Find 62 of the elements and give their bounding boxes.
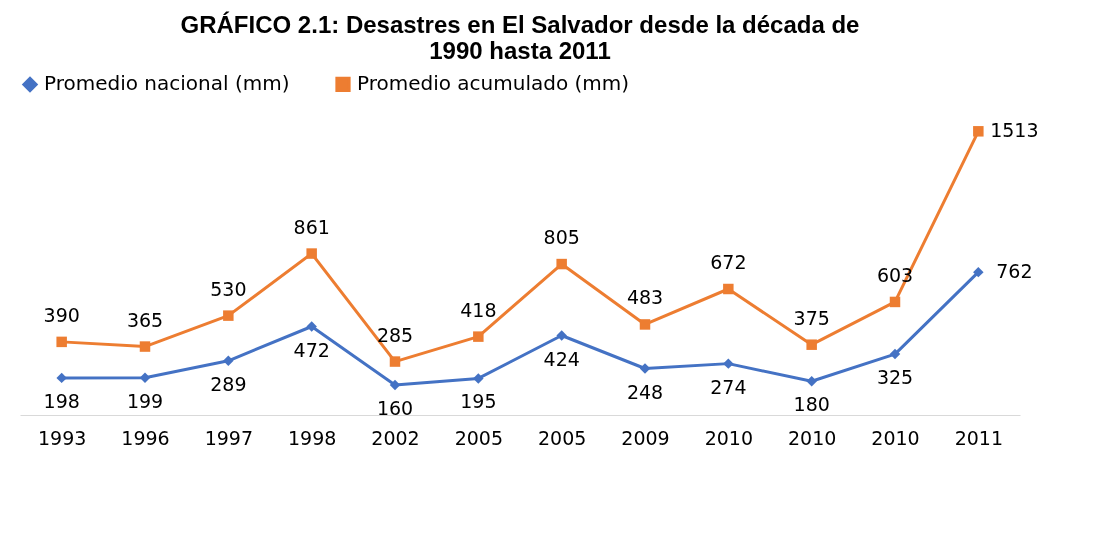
data-label: 248: [626, 380, 664, 403]
data-label: 365: [126, 308, 164, 331]
point: [473, 331, 484, 342]
data-label: 530: [210, 277, 247, 300]
data-label: 160: [376, 397, 414, 419]
point: [389, 356, 401, 367]
point: [223, 355, 234, 367]
x-tick-label: 1997: [204, 426, 254, 449]
point: [56, 336, 67, 348]
point: [473, 373, 484, 384]
point: [556, 330, 567, 341]
point: [806, 376, 817, 387]
point: [139, 341, 151, 352]
data-label: 325: [876, 366, 914, 389]
x-tick-label: 2011: [954, 426, 1004, 449]
data-label: 274: [710, 375, 747, 398]
x-tick-label: 1996: [121, 426, 170, 449]
point: [723, 283, 734, 295]
data-label: 390: [43, 303, 80, 326]
data-label: 418: [460, 298, 497, 321]
data-label: 199: [126, 389, 164, 412]
data-label: 483: [626, 286, 664, 309]
data-label: 762: [996, 260, 1033, 283]
x-tick-label: 2009: [621, 426, 670, 449]
data-label: 805: [543, 226, 580, 249]
data-label: 424: [543, 347, 580, 370]
point: [556, 258, 567, 270]
point: [306, 248, 317, 259]
point: [889, 296, 901, 308]
point: [56, 372, 67, 384]
x-tick-label: 2005: [454, 426, 504, 449]
x-tick-label: 1998: [287, 426, 337, 449]
point: [306, 321, 317, 332]
data-label: 180: [793, 393, 830, 416]
data-label: 289: [210, 372, 247, 395]
point: [639, 319, 651, 330]
point: [389, 379, 401, 391]
point: [973, 266, 984, 278]
x-tick-label: 2002: [371, 426, 420, 449]
x-tick-label: 2005: [537, 426, 587, 449]
data-label: 672: [710, 251, 747, 273]
point: [723, 358, 734, 369]
data-label: 195: [460, 390, 497, 413]
x-tick-label: 2010: [787, 426, 837, 449]
data-label: 285: [376, 323, 414, 346]
legend-label: Promedio nacional (mm): [44, 71, 290, 96]
point: [889, 348, 901, 360]
data-label: 198: [43, 389, 80, 412]
legend-label: Promedio acumulado (mm): [357, 71, 630, 96]
x-tick-label: 1993: [37, 426, 87, 449]
data-label: 375: [793, 306, 830, 329]
x-tick-label: 2010: [871, 426, 920, 449]
point: [973, 126, 984, 137]
point: [806, 339, 817, 350]
data-label: 1513: [990, 119, 1039, 142]
x-tick-label: 2010: [704, 426, 754, 449]
point: [223, 310, 234, 321]
data-label: 472: [293, 338, 330, 361]
chart-title: GRÁFICO 2.1: Desastres en El Salvador desde la década de 1990 hasta 2011: [180, 11, 860, 64]
point: [139, 372, 151, 383]
point: [639, 363, 651, 374]
data-label: 861: [293, 215, 330, 238]
